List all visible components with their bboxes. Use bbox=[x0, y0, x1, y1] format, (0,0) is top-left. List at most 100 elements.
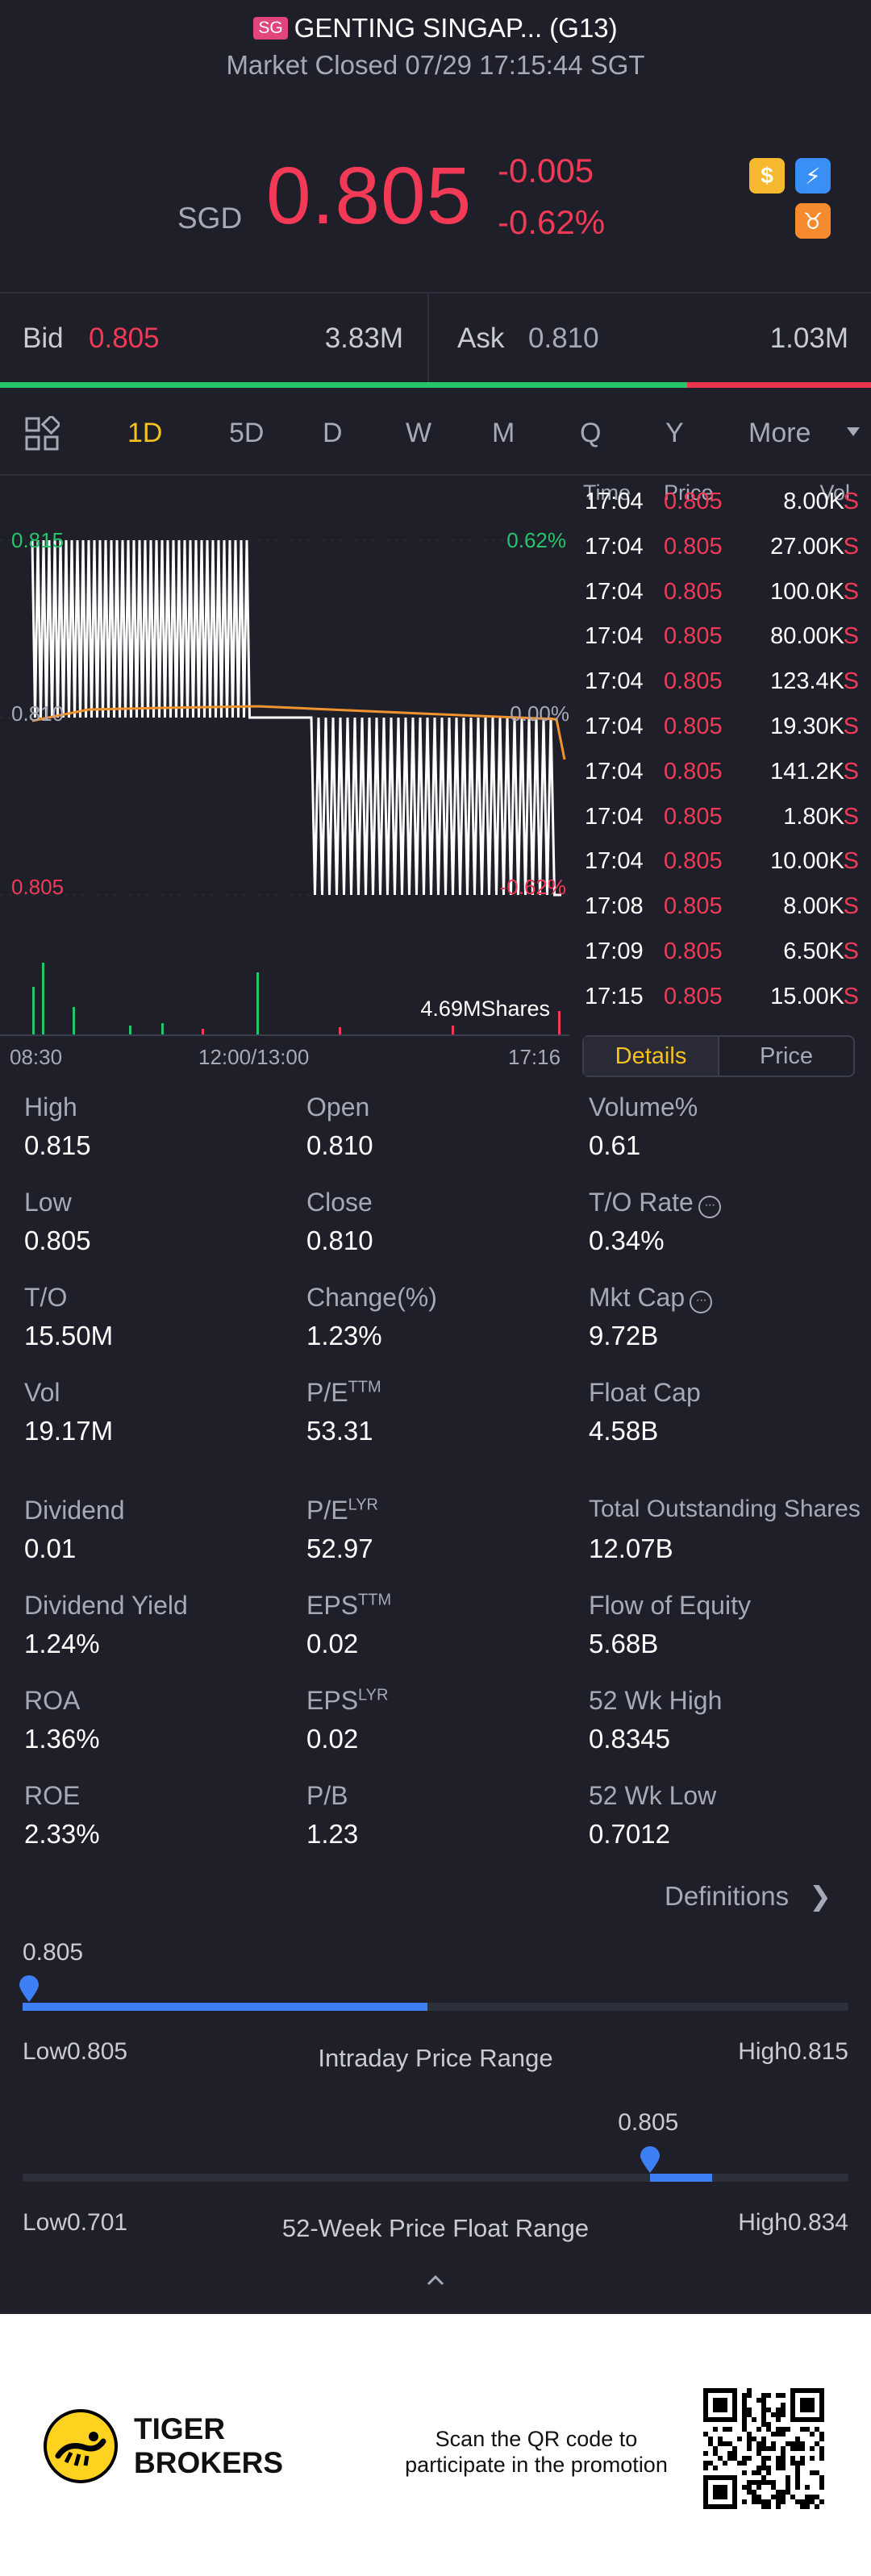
tick-side: S bbox=[843, 803, 859, 830]
ticks-header-vol: Vol bbox=[819, 481, 850, 505]
tab-y[interactable]: Y bbox=[665, 418, 684, 448]
y-label-bottom: 0.805 bbox=[11, 875, 64, 899]
tick-price: 0.805 bbox=[664, 668, 723, 695]
tab-w[interactable]: W bbox=[406, 418, 432, 448]
volume-bar bbox=[42, 963, 44, 1035]
tick-volume: 141.2K bbox=[770, 758, 844, 784]
pct-label-mid: 0.00% bbox=[510, 701, 569, 726]
stat-label: High bbox=[24, 1092, 77, 1122]
market-badge: SG bbox=[253, 17, 288, 40]
tick-row: 17:04 0.805 100.0K S bbox=[577, 579, 859, 624]
tick-row: 17:04 0.805 8.00K S bbox=[577, 489, 859, 534]
stat-value: 0.810 bbox=[306, 1130, 373, 1160]
stat-value: 0.810 bbox=[306, 1226, 373, 1255]
stat-label: P/ELYR bbox=[306, 1496, 378, 1525]
tick-time: 17:04 bbox=[585, 623, 644, 650]
ticks-header-price: Price bbox=[664, 481, 714, 505]
tab-more[interactable]: More bbox=[748, 418, 811, 448]
tick-volume: 80.00K bbox=[770, 623, 844, 650]
stat-value: 53.31 bbox=[306, 1416, 373, 1446]
volume-bar bbox=[202, 1029, 204, 1035]
info-icon[interactable]: ··· bbox=[690, 1291, 713, 1313]
stat-label: T/O bbox=[24, 1283, 68, 1312]
tick-side: S bbox=[843, 623, 859, 650]
tab-q[interactable]: Q bbox=[580, 418, 602, 448]
tick-volume: 27.00K bbox=[770, 533, 844, 560]
price-chart-svg: 0.815 0.810 0.805 0.62% 0.00% -0.62% 4.6… bbox=[0, 528, 569, 1071]
stat-value: 15.50M bbox=[24, 1321, 114, 1350]
stat-label: T/O Rate ··· bbox=[589, 1188, 721, 1218]
definitions-link[interactable]: Definitions ❯ bbox=[665, 1880, 831, 1912]
tick-volume: 8.00K bbox=[783, 893, 844, 920]
details-price-toggle: Details Price bbox=[582, 1035, 855, 1077]
tick-price: 0.805 bbox=[664, 983, 723, 1009]
intraday-range-title: Intraday Price Range bbox=[318, 2044, 553, 2072]
chevron-down-icon[interactable] bbox=[847, 427, 860, 436]
tick-side: S bbox=[843, 533, 859, 560]
tick-price: 0.805 bbox=[664, 714, 723, 739]
tick-price: 0.805 bbox=[664, 848, 723, 875]
volume-bar bbox=[161, 1023, 164, 1035]
tick-side: S bbox=[843, 758, 859, 784]
details-toggle-button[interactable]: Details bbox=[584, 1037, 718, 1076]
time-and-sales[interactable]: Time Price Vol 17:04 0.805 8.00K S 17:04 0.80… bbox=[577, 477, 871, 1026]
promo-text-1: Scan the QR code to bbox=[435, 2427, 638, 2451]
tick-volume: 10.00K bbox=[770, 848, 844, 875]
volume-bar bbox=[558, 1011, 561, 1035]
tab-5d[interactable]: 5D bbox=[229, 418, 265, 448]
dollar-coin-icon[interactable]: $ bbox=[749, 158, 785, 194]
stat-label: Volume% bbox=[589, 1092, 698, 1122]
stat-value: 0.34% bbox=[589, 1226, 665, 1255]
lightning-icon[interactable]: ⚡ bbox=[795, 158, 831, 194]
week52-high: High0.834 bbox=[738, 2209, 848, 2236]
tick-time: 17:15 bbox=[585, 983, 644, 1009]
tab-d[interactable]: D bbox=[323, 418, 343, 448]
stock-title: SG GENTING SINGAP... (G13) bbox=[0, 13, 871, 44]
tick-volume: 1.80K bbox=[783, 803, 844, 830]
pct-label-top: 0.62% bbox=[506, 528, 566, 552]
tab-1d[interactable]: 1D bbox=[127, 418, 163, 448]
promo-text-2: participate in the promotion bbox=[405, 2453, 668, 2477]
ask-size: 1.03M bbox=[769, 323, 848, 354]
qr-code[interactable] bbox=[703, 2388, 824, 2509]
period-tabs: 1D 5D D W M Q Y More bbox=[0, 395, 871, 476]
chevron-up-icon[interactable] bbox=[426, 2270, 445, 2290]
stat-value: 12.07B bbox=[589, 1534, 673, 1563]
tick-row: 17:08 0.805 8.00K S bbox=[577, 893, 859, 938]
tick-side: S bbox=[843, 714, 859, 739]
stat-label: Flow of Equity bbox=[589, 1591, 751, 1620]
tick-time: 17:04 bbox=[585, 714, 644, 739]
stat-value: 1.23 bbox=[306, 1819, 359, 1849]
tick-row: 17:09 0.805 6.50K S bbox=[577, 938, 859, 984]
stat-label: Dividend bbox=[24, 1496, 125, 1525]
tick-price: 0.805 bbox=[664, 578, 723, 605]
intraday-chart[interactable]: 0.815 0.810 0.805 0.62% 0.00% -0.62% 4.6… bbox=[0, 477, 573, 1071]
week52-range-title: 52-Week Price Float Range bbox=[281, 2214, 590, 2242]
ticks-header: Time Price Vol bbox=[577, 477, 871, 506]
brand-logo-icon[interactable]: ♉ bbox=[795, 203, 831, 239]
volume-bar bbox=[452, 1026, 454, 1035]
layout-grid-icon[interactable] bbox=[24, 414, 62, 452]
stat-label: P/ETTM bbox=[306, 1378, 381, 1407]
intraday-range-fill bbox=[23, 2003, 427, 2011]
chevron-right-icon: ❯ bbox=[809, 1881, 831, 1911]
stat-label: Vol bbox=[24, 1378, 60, 1407]
tick-volume: 100.0K bbox=[770, 578, 844, 605]
tick-side: S bbox=[843, 489, 859, 514]
tab-m[interactable]: M bbox=[492, 418, 515, 448]
stat-label: Dividend Yield bbox=[24, 1591, 188, 1620]
volume-bar bbox=[256, 972, 259, 1035]
stat-value: 0.7012 bbox=[589, 1819, 670, 1849]
promo-footer: TIGER BROKERS Scan the QR code to partic… bbox=[0, 2314, 871, 2576]
week52-pin-icon bbox=[640, 2146, 661, 2173]
ask-label: Ask bbox=[457, 323, 505, 354]
stat-value: 0.02 bbox=[306, 1724, 359, 1754]
price-toggle-button[interactable]: Price bbox=[759, 1043, 814, 1069]
bid-price: 0.805 bbox=[89, 323, 160, 354]
tick-time: 17:08 bbox=[585, 893, 644, 920]
stat-label: Total Outstanding Shares bbox=[589, 1496, 861, 1522]
x-label-open: 08:30 bbox=[10, 1045, 63, 1069]
info-icon[interactable]: ··· bbox=[698, 1196, 721, 1218]
tick-time: 17:04 bbox=[585, 578, 644, 605]
bid-ask-divider bbox=[427, 293, 429, 384]
